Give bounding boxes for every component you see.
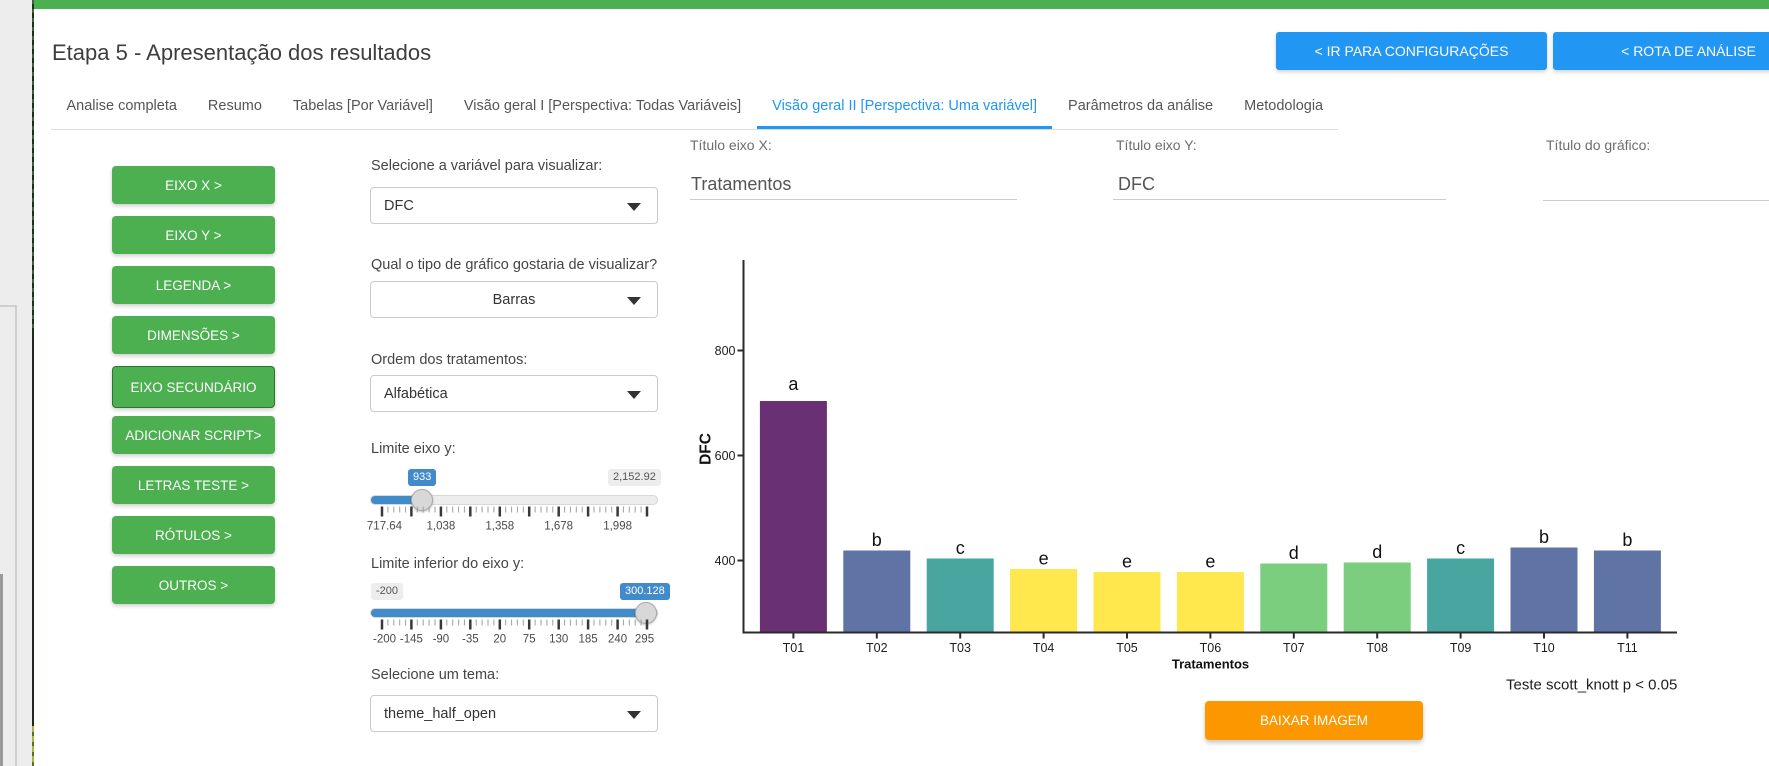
svg-text:d: d [1289, 543, 1299, 563]
svg-text:T06: T06 [1200, 641, 1222, 655]
svg-text:20: 20 [493, 634, 506, 646]
svg-text:DFC: DFC [698, 433, 715, 465]
svg-text:c: c [1456, 538, 1465, 558]
svg-text:e: e [1205, 552, 1215, 572]
svg-text:T10: T10 [1533, 641, 1555, 655]
svg-text:600: 600 [715, 449, 736, 463]
svg-text:1,358: 1,358 [485, 521, 514, 533]
svg-text:T04: T04 [1033, 641, 1055, 655]
svg-text:c: c [956, 538, 965, 558]
svg-text:1,998: 1,998 [603, 521, 632, 533]
svg-text:-200: -200 [373, 634, 396, 646]
svg-text:T09: T09 [1450, 641, 1472, 655]
svg-text:75: 75 [523, 634, 536, 646]
svg-text:d: d [1372, 542, 1382, 562]
svg-text:Teste scott_knott p < 0.05: Teste scott_knott p < 0.05 [1506, 677, 1677, 694]
svg-text:a: a [788, 374, 799, 394]
svg-text:e: e [1122, 552, 1132, 572]
svg-text:e: e [1039, 549, 1049, 569]
svg-text:b: b [872, 530, 882, 550]
svg-text:717.64: 717.64 [367, 521, 403, 533]
svg-text:T01: T01 [783, 641, 805, 655]
svg-text:240: 240 [608, 634, 627, 646]
svg-text:b: b [1539, 527, 1549, 547]
svg-text:T02: T02 [866, 641, 888, 655]
svg-text:295: 295 [635, 634, 654, 646]
svg-text:400: 400 [715, 554, 736, 568]
svg-text:1,038: 1,038 [427, 521, 456, 533]
svg-text:T11: T11 [1617, 641, 1638, 655]
svg-text:T07: T07 [1283, 641, 1305, 655]
svg-text:185: 185 [579, 634, 598, 646]
svg-text:130: 130 [549, 634, 568, 646]
svg-text:-35: -35 [462, 634, 479, 646]
svg-text:800: 800 [715, 344, 736, 358]
svg-text:Tratamentos: Tratamentos [1172, 657, 1249, 672]
svg-text:T08: T08 [1366, 641, 1388, 655]
svg-text:1,678: 1,678 [544, 521, 573, 533]
svg-text:-90: -90 [433, 634, 450, 646]
svg-text:b: b [1622, 530, 1632, 550]
svg-text:-145: -145 [400, 634, 423, 646]
svg-text:T03: T03 [949, 641, 971, 655]
svg-text:T05: T05 [1116, 641, 1138, 655]
